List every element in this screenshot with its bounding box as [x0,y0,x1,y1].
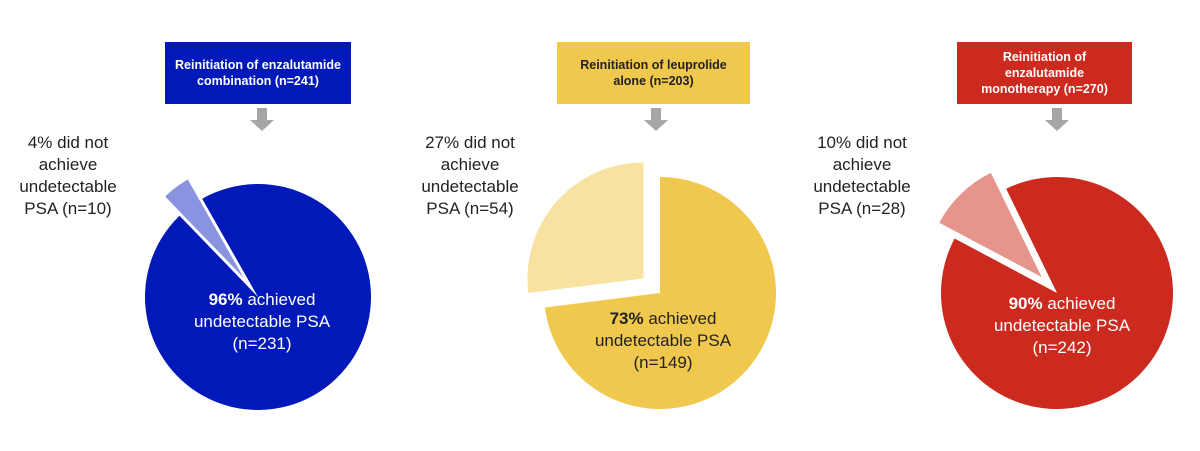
slice-label: 73% achieved undetectable PSA (n=149) [588,308,738,374]
pie-slice [939,172,1042,278]
value-label: 4% [27,132,53,152]
category-label: did not achieve undetectable PSA (n=10) [19,132,117,219]
slice-label: 96% achieved undetectable PSA (n=231) [187,289,337,355]
pie-slice [941,176,1173,409]
title-box: Reinitiation of enzalutamide combination… [165,42,351,104]
value-label: 73% [609,308,644,328]
value-label: 10% [817,132,852,152]
arrow [1045,108,1069,131]
category-label: achieved undetectable PSA (n=149) [594,308,732,373]
slice-label: 10% did not achieve undetectable PSA (n=… [806,132,918,220]
arrow [644,108,668,131]
slice-label: 4% did not achieve undetectable PSA (n=1… [12,132,124,220]
pie-slice [144,184,371,410]
title-box: Reinitiation of leuprolide alone (n=203) [557,42,750,104]
category-label: did not achieve undetectable PSA (n=28) [813,132,911,219]
pie-slice [165,179,244,278]
category-label: achieved undetectable PSA (n=231) [193,289,331,354]
category-label: did not achieve undetectable PSA (n=54) [421,132,519,219]
slice-label: 90% achieved undetectable PSA (n=242) [987,293,1137,359]
value-label: 27% [425,132,460,152]
pie-slice [527,162,644,293]
category-label: achieved undetectable PSA (n=242) [993,293,1131,358]
value-label: 90% [1008,293,1043,313]
pie-slice [544,177,776,409]
title-box: Reinitiation of enzalutamide monotherapy… [957,42,1132,104]
arrow [250,108,274,131]
slice-label: 27% did not achieve undetectable PSA (n=… [414,132,526,220]
value-label: 96% [208,289,243,309]
